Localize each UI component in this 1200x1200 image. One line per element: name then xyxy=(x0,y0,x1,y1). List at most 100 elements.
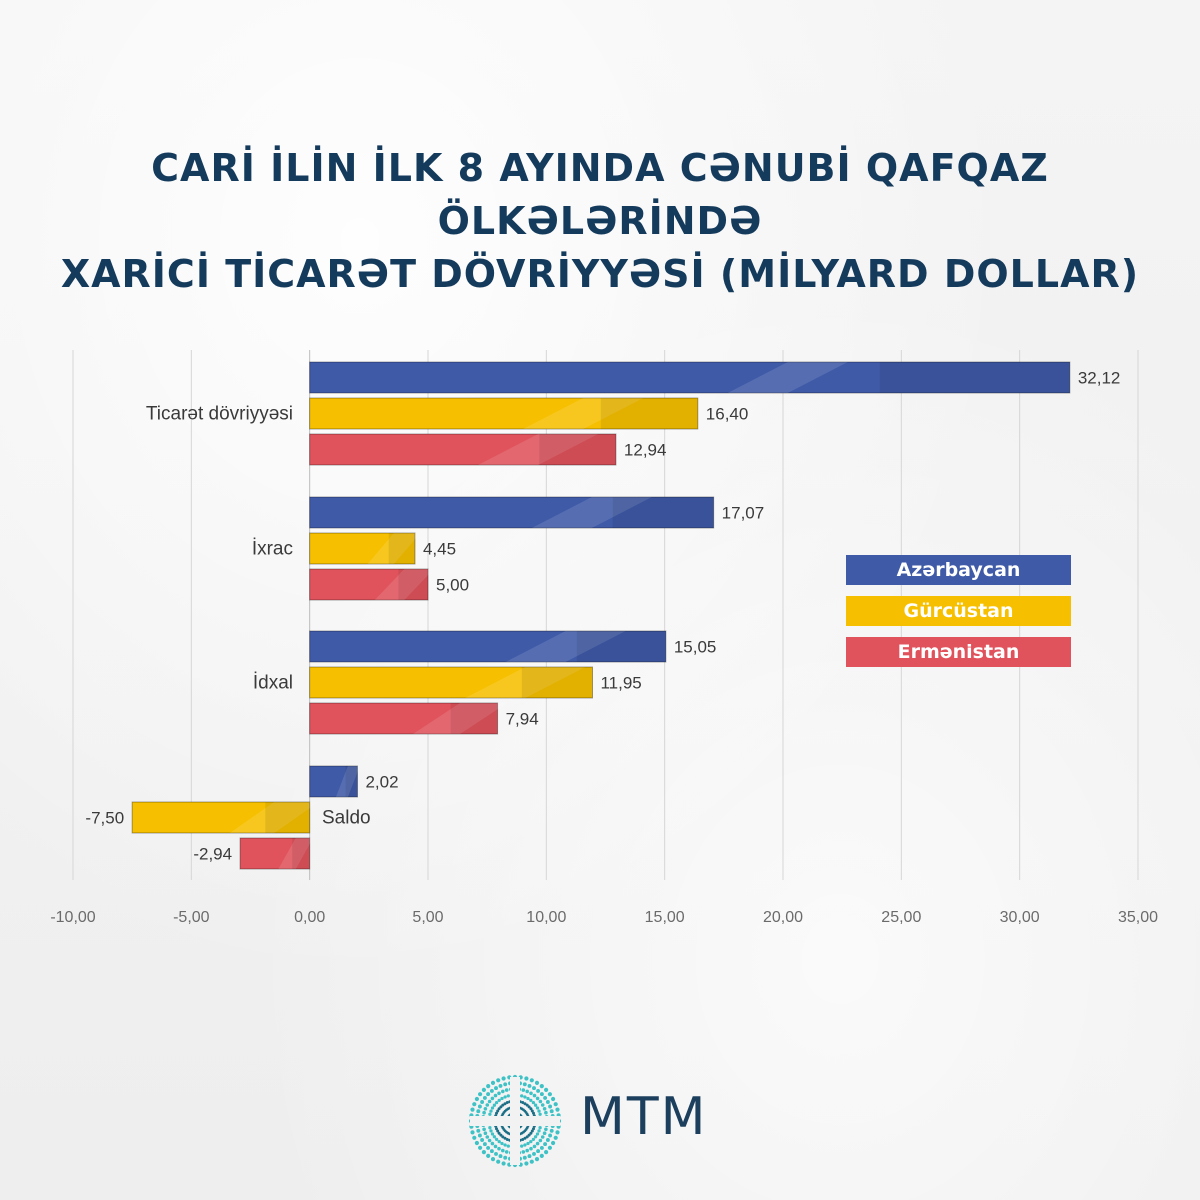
logo-dot xyxy=(497,1139,501,1144)
category-label: Ticarət dövriyyəsi xyxy=(146,404,293,425)
logo-dot xyxy=(534,1157,540,1162)
logo-dot xyxy=(548,1133,553,1138)
bar-shade xyxy=(539,434,616,465)
bar-fill xyxy=(239,837,311,870)
logo-dot xyxy=(497,1146,501,1151)
logo-dot xyxy=(525,1103,529,1107)
logo-dot xyxy=(532,1127,535,1131)
bar-shade xyxy=(576,631,666,662)
logo-dot xyxy=(505,1138,509,1141)
bar-georgia xyxy=(309,532,421,565)
logo-dot xyxy=(472,1102,477,1107)
logo-dot xyxy=(486,1153,491,1158)
logo-dot xyxy=(533,1135,538,1139)
chart-title: CARİ İLİN İLK 8 AYINDA CƏNUBİ QAFQAZ ÖLK… xyxy=(0,142,1200,301)
logo-dot xyxy=(477,1104,482,1109)
value-label: 32,12 xyxy=(1078,369,1121,388)
logo-dot xyxy=(478,1092,483,1097)
bar-armenia xyxy=(309,433,617,466)
bar-fill xyxy=(309,630,667,663)
logo-dot xyxy=(477,1133,482,1138)
logo-dot xyxy=(485,1135,490,1139)
x-tick-label: 35,00 xyxy=(1118,909,1158,926)
logo-dot xyxy=(501,1148,505,1153)
logo-dot xyxy=(543,1142,548,1147)
logo-dot xyxy=(470,1107,475,1112)
logo-dot xyxy=(521,1101,525,1104)
logo-dot xyxy=(500,1141,504,1146)
logo-dot xyxy=(480,1138,485,1142)
logo-dot xyxy=(504,1150,509,1154)
logo-dot xyxy=(497,1131,501,1135)
logo-dot xyxy=(489,1109,493,1113)
x-tick-label: 30,00 xyxy=(1000,909,1040,926)
bar-armenia xyxy=(309,702,507,735)
logo-dot xyxy=(555,1130,560,1135)
logo-dot xyxy=(488,1112,492,1116)
logo-dot xyxy=(522,1155,527,1160)
logo-dot xyxy=(535,1132,540,1136)
value-label: 7,94 xyxy=(506,710,539,729)
bar-sheen xyxy=(413,703,507,734)
logo-dot xyxy=(551,1140,556,1146)
logo-dot xyxy=(537,1129,541,1133)
logo-dot xyxy=(542,1107,547,1111)
bar-fill xyxy=(309,532,416,565)
legend: Azərbaycan Gürcüstan Ermənistan xyxy=(846,555,1071,678)
logo-dot xyxy=(499,1105,503,1109)
bar-sheen xyxy=(465,667,586,698)
logo-dot xyxy=(547,1145,552,1150)
logo-dot xyxy=(524,1161,529,1166)
mtm-logo: MTM xyxy=(466,1073,746,1169)
logo-dot xyxy=(538,1138,543,1143)
logo-dot xyxy=(527,1083,532,1088)
logo-dot xyxy=(549,1128,554,1133)
bar-fill xyxy=(309,666,593,699)
legend-item-azerbaijan: Azərbaycan xyxy=(846,555,1071,585)
logo-dot xyxy=(529,1107,533,1111)
logo-dot xyxy=(503,1136,507,1140)
logo-dot xyxy=(494,1100,499,1105)
logo-dot xyxy=(499,1133,503,1137)
logo-dot xyxy=(503,1155,508,1160)
bar-shade xyxy=(612,497,714,528)
logo-dot xyxy=(501,1161,506,1166)
bar-sheen xyxy=(374,569,434,600)
logo-dot xyxy=(529,1091,533,1096)
logo-dot xyxy=(535,1141,540,1146)
logo-dot xyxy=(490,1157,496,1162)
logo-dot xyxy=(538,1099,543,1104)
bar-fill xyxy=(309,702,499,735)
x-tick-label: 15,00 xyxy=(645,909,685,926)
bar-sheen xyxy=(505,631,626,662)
logo-dot xyxy=(483,1107,488,1111)
logo-dot xyxy=(523,1095,527,1099)
logo-dot xyxy=(522,1082,527,1087)
logo-dot xyxy=(539,1145,544,1150)
logo-dot xyxy=(492,1103,497,1107)
logo-dot xyxy=(497,1091,501,1096)
logo-dot xyxy=(496,1078,501,1083)
logo-dot xyxy=(498,1083,503,1088)
logo-dot xyxy=(474,1140,479,1146)
x-tick-label: -5,00 xyxy=(173,909,210,926)
logo-dot xyxy=(503,1082,508,1087)
logo-dot xyxy=(523,1143,527,1147)
chart-title-line-2: XARİCİ TİCARƏT DÖVRİYYƏSİ (MİLYARD DOLLA… xyxy=(60,252,1140,296)
logo-dot xyxy=(532,1093,537,1098)
logo-dot xyxy=(482,1142,487,1147)
logo-dot xyxy=(474,1096,479,1102)
logo-dot xyxy=(476,1128,481,1133)
bar-shade xyxy=(879,362,1070,393)
bar-sheen xyxy=(531,497,652,528)
logo-dot xyxy=(529,1146,533,1151)
bar-shade xyxy=(265,802,310,833)
logo-dot xyxy=(520,1144,524,1148)
bar-azerbaijan xyxy=(309,765,360,798)
logo-dot xyxy=(551,1096,556,1102)
logo-dot xyxy=(504,1088,509,1092)
logo-dot xyxy=(536,1088,541,1093)
logo-dot xyxy=(553,1102,558,1107)
value-label: 16,40 xyxy=(706,405,749,424)
logo-cross-horizontal xyxy=(470,1116,560,1126)
